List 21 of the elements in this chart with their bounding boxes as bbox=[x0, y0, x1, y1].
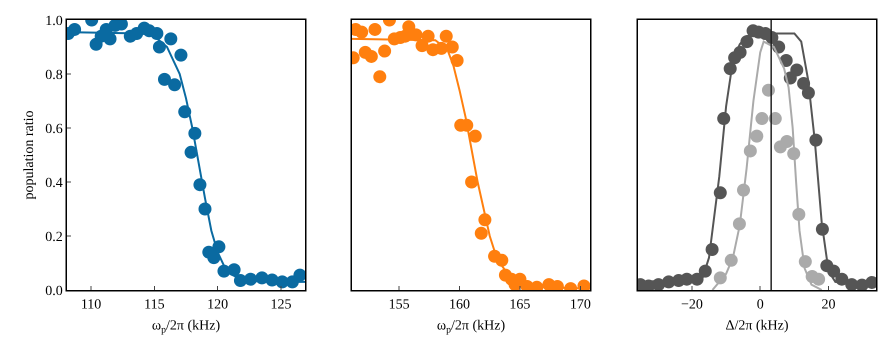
y-tick-label: 0.4 bbox=[45, 176, 63, 191]
x-tick-label: −20 bbox=[680, 297, 703, 312]
x-tick-label: 160 bbox=[449, 297, 470, 312]
y-tick-label: 0.0 bbox=[45, 284, 63, 299]
x-tick-label: 120 bbox=[207, 297, 228, 312]
y-tick-label: 0.2 bbox=[45, 230, 63, 245]
x-axis-title: Δ/2π (kHz) bbox=[725, 318, 789, 334]
x-tick-label: 155 bbox=[388, 297, 410, 312]
x-tick-label: 125 bbox=[270, 297, 292, 312]
y-axis-title: population ratio bbox=[22, 110, 38, 200]
x-axis-title: ω$_{p}$/2π (kHz) bbox=[152, 318, 220, 336]
x-tick-label: 20 bbox=[822, 297, 836, 312]
x-axis-title: ω$_{p}$/2π (kHz) bbox=[436, 318, 506, 336]
x-tick-label: 170 bbox=[570, 297, 591, 312]
x-tick-label: 0 bbox=[756, 297, 764, 312]
x-tick-label: 115 bbox=[144, 297, 165, 312]
x-tick-label: 165 bbox=[509, 297, 530, 312]
x-tick-label: 110 bbox=[80, 297, 102, 312]
y-tick-label: 0.6 bbox=[45, 122, 63, 137]
y-tick-label: 1.0 bbox=[45, 14, 63, 29]
y-tick-label: 0.8 bbox=[45, 68, 63, 83]
